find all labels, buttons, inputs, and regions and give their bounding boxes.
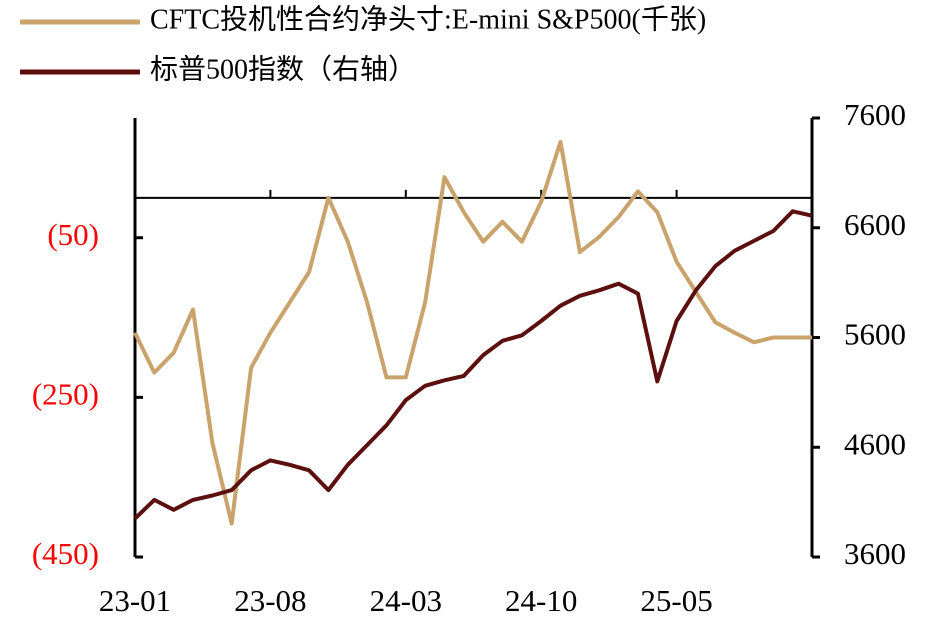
x-tick-label: 25-05 xyxy=(640,583,712,618)
y2-tick-label: 6600 xyxy=(844,207,906,242)
series-line xyxy=(133,209,813,521)
legend-label: 标普500指数（右轴） xyxy=(150,53,416,85)
x-tick-label: 23-08 xyxy=(234,583,306,618)
x-tick-label: 24-10 xyxy=(505,583,577,618)
legend-label: CFTC投机性合约净头寸:E-mini S&P500(千张) xyxy=(150,3,706,35)
y2-tick-label: 4600 xyxy=(844,426,906,461)
x-tick-label: 24-03 xyxy=(370,583,442,618)
y-tick-label: (450) xyxy=(32,536,99,571)
series-line xyxy=(133,139,812,526)
x-tick-label: 23-01 xyxy=(99,583,171,618)
y-tick-label: (250) xyxy=(32,376,99,411)
y2-tick-label: 7600 xyxy=(844,97,906,132)
y2-tick-label: 5600 xyxy=(844,317,906,352)
y-tick-label: (50) xyxy=(47,217,99,252)
y2-tick-label: 3600 xyxy=(844,536,906,571)
